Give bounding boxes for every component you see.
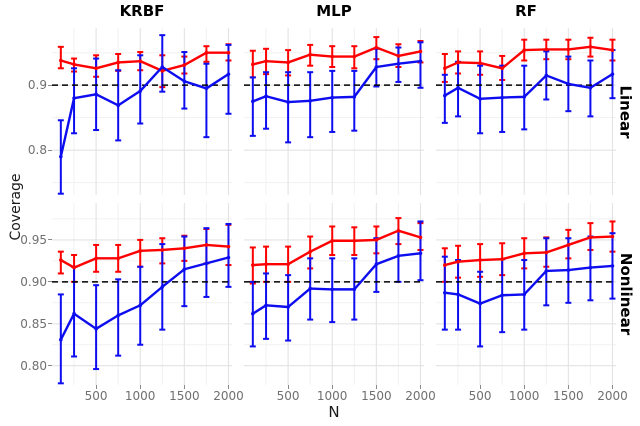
x-tick-mark [95,385,97,389]
plot-area [244,203,424,385]
x-tick-mark [183,385,185,389]
x-tick-mark [479,385,481,389]
y-tick-label: 0.85 [20,316,47,331]
facet-column-header-rf: RF [515,2,537,20]
facet-row-strip-nonlinear: Nonlinear [613,203,639,385]
plot-area [244,28,424,195]
y-tick-mark [48,239,52,241]
x-tick-mark [139,385,141,389]
x-tick-mark [523,385,525,389]
facet-column-header-mlp: MLP [316,2,352,20]
x-tick-label: 1000 [508,389,540,403]
x-tick-label: 500 [468,389,492,403]
y-tick-label: 0.9 [27,78,47,93]
x-tick-label: 1000 [124,389,156,403]
x-tick-label: 2000 [405,389,436,403]
panel-linear-mlp [244,28,424,195]
x-tick-mark [612,385,613,389]
x-tick-label: 2000 [597,389,628,403]
panel-nonlinear-mlp [244,203,424,385]
x-tick-mark [567,385,569,389]
x-tick-mark [375,385,377,389]
x-tick-label: 1000 [316,389,348,403]
facet-column-header-krbf: KRBF [119,2,165,20]
y-tick-label: 0.95 [20,232,47,247]
x-tick-label: 500 [276,389,300,403]
facet-row-strip-linear: Linear [613,28,639,195]
plot-area [52,28,232,195]
x-tick-mark [420,385,421,389]
y-axis-title: Coverage [8,173,24,241]
plot-area [436,203,616,385]
x-tick-label: 1500 [361,389,392,403]
panel-nonlinear-krbf [52,203,232,385]
y-tick-label: 0.90 [20,274,47,289]
x-tick-mark [287,385,289,389]
x-tick-label: 500 [84,389,108,403]
facet-row-label-nonlinear: Nonlinear [617,252,636,336]
panel-linear-rf [436,28,616,195]
x-tick-label: 1500 [169,389,200,403]
x-tick-mark [331,385,333,389]
y-tick-mark [48,281,52,283]
x-tick-mark [228,385,229,389]
panel-linear-krbf [52,28,232,195]
x-tick-label: 2000 [213,389,244,403]
plot-area [436,28,616,195]
x-tick-label: 1500 [553,389,584,403]
panel-nonlinear-rf [436,203,616,385]
y-tick-mark [48,323,52,325]
y-tick-label: 0.80 [20,358,47,373]
facet-row-label-linear: Linear [617,84,636,139]
x-axis-title: N [328,403,340,421]
y-tick-mark [48,84,52,86]
y-tick-label: 0.8 [27,143,47,158]
y-tick-mark [48,149,52,151]
plot-area [52,203,232,385]
y-tick-mark [48,365,52,367]
